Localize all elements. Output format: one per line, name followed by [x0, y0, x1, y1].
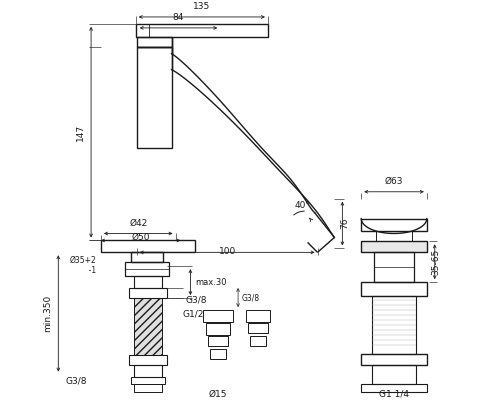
Bar — [248, 323, 268, 333]
Bar — [134, 384, 162, 392]
Text: Ø63: Ø63 — [385, 177, 404, 186]
Text: 147: 147 — [76, 124, 85, 141]
Bar — [250, 336, 266, 346]
Bar — [134, 298, 162, 355]
Bar — [131, 376, 164, 384]
Bar — [372, 364, 416, 384]
Text: max.30: max.30 — [196, 278, 227, 287]
Bar — [374, 252, 414, 282]
Text: min.350: min.350 — [44, 295, 52, 332]
Text: G3/8: G3/8 — [242, 294, 260, 302]
Text: 76: 76 — [340, 218, 349, 229]
Bar — [208, 336, 228, 346]
Bar — [361, 354, 427, 364]
Text: Ø42: Ø42 — [129, 218, 148, 228]
Text: G1 1/4: G1 1/4 — [379, 390, 409, 399]
Text: 40°: 40° — [294, 201, 310, 210]
Text: Ø50: Ø50 — [132, 232, 150, 242]
Text: G3/8: G3/8 — [66, 377, 87, 386]
Text: 84: 84 — [173, 13, 184, 22]
Bar — [361, 384, 427, 392]
Bar — [131, 252, 162, 262]
Bar — [129, 288, 166, 298]
Text: G1/2: G1/2 — [182, 310, 204, 318]
Bar — [137, 37, 172, 47]
Bar — [137, 47, 172, 148]
Text: 100: 100 — [218, 247, 236, 256]
Text: Ø15: Ø15 — [209, 390, 228, 399]
Bar — [361, 218, 427, 232]
Text: 35-65: 35-65 — [432, 249, 440, 275]
Bar — [206, 323, 230, 335]
Bar — [372, 296, 416, 354]
Bar — [134, 276, 162, 288]
Bar — [204, 310, 233, 322]
Text: G3/8: G3/8 — [186, 296, 207, 304]
Bar — [376, 232, 412, 242]
Bar — [125, 262, 168, 276]
Bar — [361, 282, 427, 296]
Bar — [210, 349, 226, 359]
Text: Ø35+2
       -1: Ø35+2 -1 — [70, 255, 96, 275]
Bar — [361, 242, 427, 252]
Bar — [136, 24, 268, 37]
Text: 135: 135 — [193, 2, 210, 11]
Bar — [129, 355, 166, 364]
Bar — [101, 240, 196, 252]
Bar — [246, 310, 270, 322]
Bar — [134, 364, 162, 376]
